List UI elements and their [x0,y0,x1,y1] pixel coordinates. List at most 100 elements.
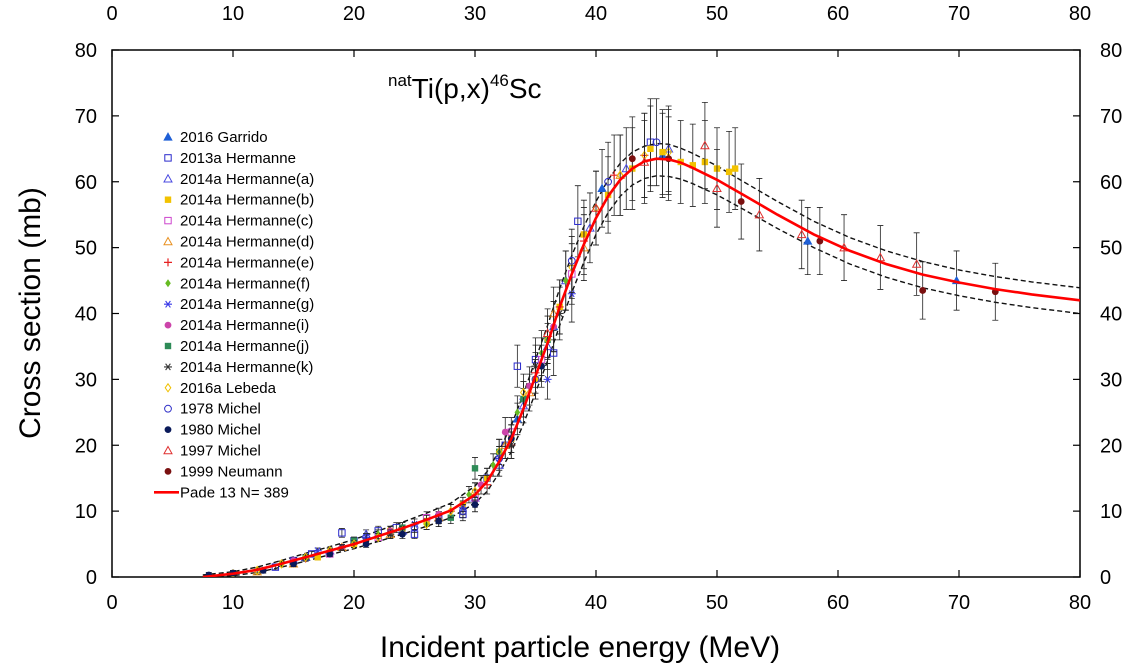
error-bar [756,178,763,252]
legend-label: 2014a Hermanne(e) [180,254,314,271]
error-bar [544,308,551,359]
data-point [700,140,710,150]
x-tick-label-top: 20 [343,3,365,25]
y-axis-title: Cross section (mb) [14,187,47,439]
title-superscript-46: 46 [490,71,509,90]
title-main-2: Sc [509,73,542,104]
legend-fit-label: Pade 13 N= 389 [180,484,289,501]
legend-label: 2014a Hermanne(a) [180,171,314,188]
data-point [628,155,636,163]
y-tick-label-left: 40 [75,304,97,326]
title-main-1: Ti(p,x) [412,73,490,104]
data-point [543,375,552,383]
legend-marker [164,342,172,350]
error-bar [593,170,599,246]
y-tick-label-left: 80 [75,40,97,62]
legend-marker [164,468,172,475]
error-bar [617,134,624,216]
data-point [737,198,745,205]
x-tick-label-bottom: 10 [222,592,244,614]
data-point [647,145,654,153]
error-bar [514,344,521,388]
y-tick-label-left: 30 [75,369,97,391]
band-upper-line [202,142,1080,576]
legend-marker [164,300,172,308]
legend-label: 2014a Hermanne(b) [180,192,314,209]
band-lower-line [202,175,1080,577]
data-point [562,276,569,285]
data-point [399,530,406,538]
legend-marker [164,196,172,203]
x-tick-label-top: 70 [948,3,970,25]
data-point [689,162,696,169]
fit-curve [202,157,1080,577]
data-point [471,465,479,472]
error-bar [714,149,720,228]
data-point [490,461,496,470]
data-point [911,259,922,268]
fit-curve-layer [202,157,1080,577]
y-tick-label-right: 40 [1100,304,1122,326]
error-bar [877,225,884,290]
series-15 [542,101,922,359]
chart-title: natTi(p,x)46Sc [388,71,542,104]
data-point [725,168,733,176]
legend-label: 1978 Michel [180,401,261,418]
data-point [731,165,739,172]
legend-label: 2014a Hermanne(g) [180,296,314,313]
confidence-band-layer [202,142,1080,577]
legend-label: 2014a Hermanne(d) [180,234,314,251]
x-tick-label-top: 40 [585,3,607,25]
legend-label: 2014a Hermanne(c) [180,213,313,230]
x-tick-label-top: 10 [222,3,244,25]
data-point [501,428,509,436]
error-bar [653,98,660,187]
y-tick-label-left: 20 [75,435,97,457]
x-axis-title: Incident particle energy (MeV) [380,631,780,664]
y-tick-label-left: 70 [75,106,97,128]
series-13 [362,98,661,542]
legend-marker [165,279,171,288]
x-tick-label-bottom: 70 [948,592,970,614]
error-bar [586,192,593,264]
y-tick-label-left: 60 [75,172,97,194]
title-superscript-nat: nat [388,71,412,90]
x-tick-label-top: 30 [464,3,486,25]
data-point [574,217,582,225]
legend-label: 2014a Hermanne(i) [180,317,309,334]
legend-label: 1997 Michel [180,443,261,460]
legend: 2016 Garrido 2013a Hermanne 2014a Hermanne… [154,129,314,501]
y-tick-label-right: 30 [1100,369,1122,391]
x-tick-label-top: 60 [827,3,849,25]
data-point [471,501,479,508]
x-tick-label-bottom: 40 [585,592,607,614]
legend-marker [164,404,172,413]
y-tick-label-right: 70 [1100,106,1122,128]
y-tick-label-right: 0 [1100,567,1111,589]
legend-marker [163,173,173,183]
data-point [567,256,576,265]
y-tick-label-right: 80 [1100,40,1122,62]
error-bar [798,199,805,270]
x-tick-label-bottom: 30 [464,592,486,614]
legend-marker [164,258,172,267]
legend-marker [164,154,172,162]
y-tick-label-left: 0 [86,567,97,589]
data-point [652,138,661,147]
x-tick-label-bottom: 60 [827,592,849,614]
error-bar [568,228,575,293]
legend-label: 2014a Hermanne(f) [180,275,310,292]
legend-label: 2016a Lebeda [180,380,277,397]
legend-label: 2014a Hermanne(j) [180,338,309,355]
data-point [621,163,632,173]
data-point [423,519,431,530]
data-point [459,507,467,516]
y-tick-label-right: 10 [1100,501,1122,523]
data-point [754,209,765,219]
y-tick-label-left: 10 [75,501,97,523]
legend-label: 2016 Garrido [180,129,268,146]
data-point [513,362,522,370]
x-tick-label-top: 0 [106,3,117,25]
error-bar [605,141,612,222]
